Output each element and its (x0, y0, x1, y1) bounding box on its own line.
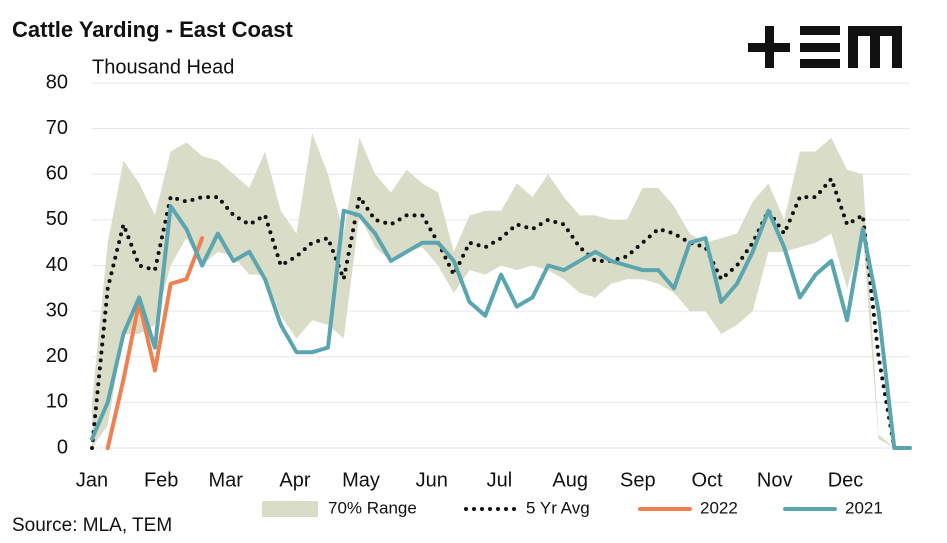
y-tick-label: 30 (46, 299, 68, 321)
chart-title: Cattle Yarding - East Coast (12, 17, 293, 42)
legend-swatch (262, 501, 318, 517)
legend-label: 70% Range (328, 498, 417, 517)
x-tick-label: Apr (279, 469, 310, 491)
x-tick-label: Nov (757, 469, 793, 491)
x-tick-label: Mar (208, 469, 243, 491)
x-tick-label: Oct (692, 469, 724, 491)
y-tick-label: 0 (57, 436, 68, 458)
series-line (105, 236, 205, 450)
legend-label: 2022 (700, 498, 738, 517)
source-note: Source: MLA, TEM (12, 515, 172, 536)
series-line (90, 204, 912, 450)
x-tick-label: Jan (76, 469, 108, 491)
chart-subtitle: Thousand Head (92, 56, 234, 78)
legend-label: 2021 (845, 498, 883, 517)
x-tick-label: Feb (144, 469, 178, 491)
y-tick-label: 70 (46, 117, 68, 139)
logo (748, 26, 902, 68)
x-tick-label: Sep (620, 469, 656, 491)
y-tick-label: 40 (46, 254, 68, 276)
y-tick-label: 20 (46, 345, 68, 367)
x-tick-label: May (342, 469, 380, 491)
y-tick-label: 80 (46, 71, 68, 93)
y-tick-label: 60 (46, 163, 68, 185)
x-tick-label: Jun (416, 469, 448, 491)
y-tick-label: 10 (46, 391, 68, 413)
x-tick-label: Aug (552, 469, 588, 491)
legend-label: 5 Yr Avg (526, 498, 590, 517)
range-band (92, 133, 910, 448)
x-tick-label: Jul (487, 469, 513, 491)
y-tick-label: 50 (46, 208, 68, 230)
x-tick-label: Dec (828, 469, 864, 491)
